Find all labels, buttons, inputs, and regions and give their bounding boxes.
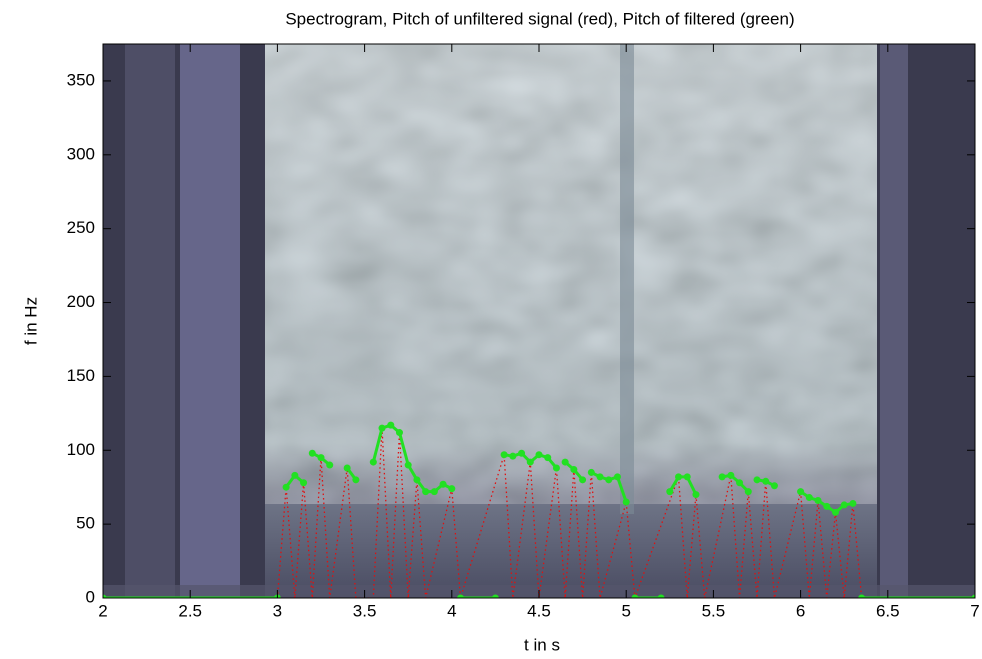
x-tick-label: 4.5 xyxy=(527,601,551,620)
pitch-point xyxy=(596,473,604,481)
y-tick-label: 200 xyxy=(67,292,95,311)
pitch-point xyxy=(570,465,578,473)
pitch-point xyxy=(823,502,831,510)
pitch-point xyxy=(457,594,465,598)
pitch-point xyxy=(753,476,761,484)
pitch-point xyxy=(797,488,805,496)
pitch-point xyxy=(395,429,403,437)
pitch-point xyxy=(535,451,543,459)
pitch-point xyxy=(544,454,552,462)
x-tick-label: 6 xyxy=(796,601,805,620)
pitch-point xyxy=(605,476,613,484)
pitch-point xyxy=(718,473,726,481)
pitch-point xyxy=(552,464,560,472)
x-tick-label: 2.5 xyxy=(178,601,202,620)
x-axis-label: t in s xyxy=(524,635,560,654)
pitch-point xyxy=(291,471,299,479)
pitch-point xyxy=(622,498,630,506)
pitch-point xyxy=(840,501,848,509)
y-tick-label: 250 xyxy=(67,218,95,237)
pitch-point xyxy=(770,482,778,490)
pitch-point xyxy=(430,488,438,496)
pitch-point xyxy=(326,461,334,469)
pitch-point xyxy=(500,451,508,459)
pitch-point xyxy=(631,594,639,598)
spectrogram-band xyxy=(620,44,634,514)
pitch-point xyxy=(352,476,360,484)
pitch-point xyxy=(831,508,839,516)
x-tick-label: 3 xyxy=(273,601,282,620)
spectrogram-band xyxy=(180,44,240,598)
pitch-point xyxy=(849,499,857,507)
pitch-point xyxy=(587,468,595,476)
spectrogram-texture xyxy=(265,44,877,504)
pitch-point xyxy=(579,476,587,484)
pitch-point xyxy=(387,421,395,429)
x-tick-label: 3.5 xyxy=(353,601,377,620)
x-tick-label: 7 xyxy=(970,601,979,620)
pitch-point xyxy=(762,477,770,485)
pitch-point xyxy=(683,473,691,481)
pitch-point xyxy=(282,483,290,491)
pitch-point xyxy=(805,494,813,502)
pitch-point xyxy=(657,594,665,598)
y-tick-label: 150 xyxy=(67,366,95,385)
y-axis-label: f in Hz xyxy=(21,297,40,345)
chart-title: Spectrogram, Pitch of unfiltered signal … xyxy=(285,9,794,28)
x-tick-label: 5.5 xyxy=(702,601,726,620)
pitch-point xyxy=(343,464,351,472)
pitch-point xyxy=(675,473,683,481)
pitch-point xyxy=(378,424,386,432)
y-tick-label: 100 xyxy=(67,440,95,459)
pitch-point xyxy=(413,476,421,484)
pitch-point xyxy=(727,471,735,479)
pitch-point xyxy=(971,594,975,598)
pitch-point xyxy=(300,479,308,487)
pitch-point xyxy=(518,449,526,457)
y-tick-label: 50 xyxy=(76,514,95,533)
pitch-tracks xyxy=(103,421,975,598)
pitch-point xyxy=(448,485,456,493)
pitch-point xyxy=(814,496,822,504)
y-tick-label: 350 xyxy=(67,70,95,89)
x-tick-label: 2 xyxy=(98,601,107,620)
pitch-point xyxy=(736,479,744,487)
x-tick-label: 5 xyxy=(621,601,630,620)
x-tick-label: 4 xyxy=(447,601,456,620)
pitch-point xyxy=(561,458,569,466)
y-tick-label: 0 xyxy=(86,587,95,606)
pitch-point xyxy=(526,458,534,466)
spectrogram xyxy=(103,44,975,598)
spectrogram-band xyxy=(880,44,908,598)
x-tick-label: 6.5 xyxy=(876,601,900,620)
y-tick-label: 300 xyxy=(67,144,95,163)
pitch-point xyxy=(317,454,325,462)
pitch-point xyxy=(613,473,621,481)
spectrogram-band xyxy=(125,44,175,598)
pitch-point xyxy=(439,480,447,488)
pitch-point xyxy=(404,461,412,469)
pitch-point xyxy=(744,488,752,496)
pitch-point xyxy=(491,594,499,598)
pitch-point xyxy=(103,594,107,598)
pitch-point xyxy=(858,594,866,598)
pitch-point xyxy=(422,488,430,496)
pitch-point xyxy=(308,449,316,457)
pitch-point xyxy=(509,452,517,460)
pitch-point xyxy=(666,488,674,496)
pitch-point xyxy=(692,491,700,499)
pitch-point xyxy=(369,458,377,466)
